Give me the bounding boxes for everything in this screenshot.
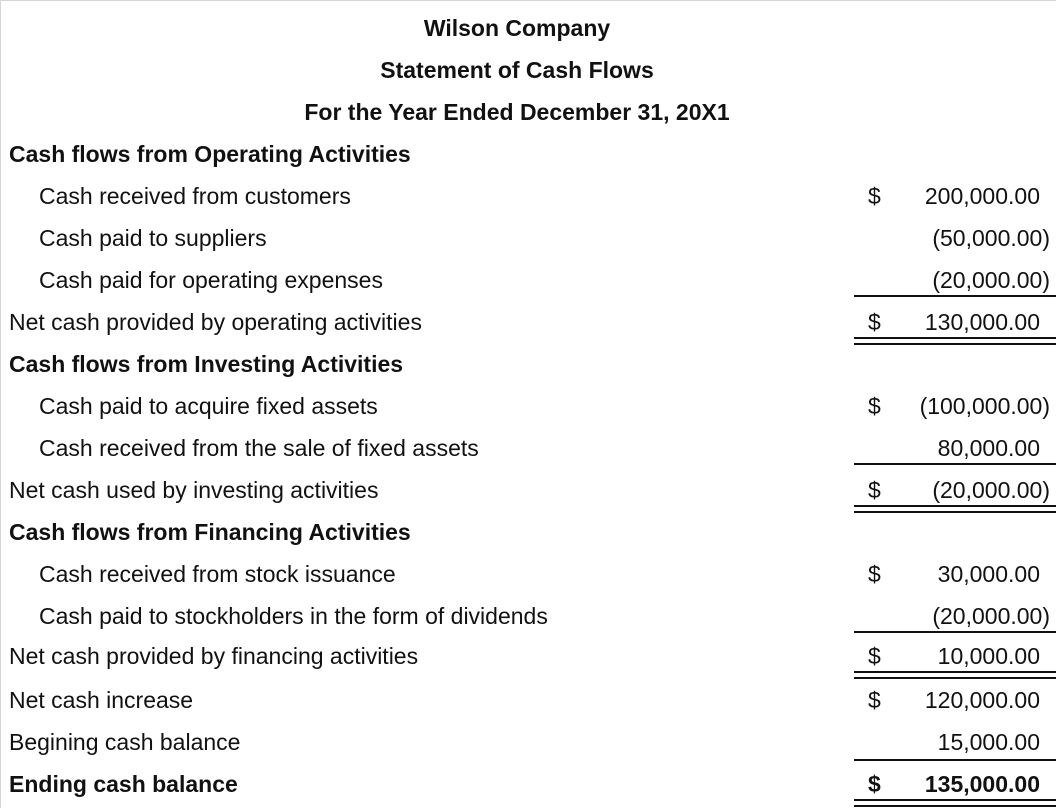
dollar-sign: $: [868, 309, 881, 335]
operating-row-1: Cash received from customers $ 200,000.0…: [1, 175, 1057, 217]
financing-net-label: Net cash provided by financing activitie…: [9, 643, 419, 669]
net-increase-value: 120,000.00: [924, 687, 1040, 713]
row-label: Cash received from stock issuance: [39, 561, 396, 587]
statement-title: Statement of Cash Flows: [380, 57, 654, 83]
ending-balance-row: Ending cash balance $ 135,000.00: [1, 763, 1057, 805]
investing-net-row: Net cash used by investing activities $ …: [1, 469, 1057, 511]
financing-row-2: Cash paid to stockholders in the form of…: [1, 595, 1057, 637]
amount-cell: 80,000.00: [854, 427, 1056, 469]
investing-heading: Cash flows from Investing Activities: [9, 351, 404, 377]
beginning-balance-value: 15,000.00: [937, 729, 1040, 755]
financing-heading: Cash flows from Financing Activities: [9, 519, 411, 545]
operating-heading: Cash flows from Operating Activities: [9, 141, 411, 167]
amount-cell: $ 120,000.00: [854, 679, 1056, 721]
amount-cell: $ 130,000.00: [854, 301, 1056, 343]
subtotal-rule: [854, 631, 1056, 633]
financing-row-1: Cash received from stock issuance $ 30,0…: [1, 553, 1057, 595]
amount-cell: 15,000.00: [854, 721, 1056, 763]
ending-balance-value: 135,000.00: [924, 771, 1040, 797]
beginning-balance-row: Begining cash balance 15,000.00: [1, 721, 1057, 763]
dollar-sign: $: [868, 771, 881, 797]
operating-net-row: Net cash provided by operating activitie…: [1, 301, 1057, 343]
operating-net-value: 130,000.00: [924, 309, 1040, 335]
financing-net-row: Net cash provided by financing activitie…: [1, 635, 1057, 677]
dollar-sign: $: [868, 393, 881, 419]
amount-cell: (20,000.00): [854, 595, 1056, 637]
financing-net-value: 10,000.00: [937, 643, 1040, 669]
amount-value: 80,000.00: [937, 435, 1040, 461]
operating-heading-row: Cash flows from Operating Activities: [1, 133, 1057, 175]
beginning-balance-label: Begining cash balance: [9, 729, 241, 755]
investing-heading-row: Cash flows from Investing Activities: [1, 343, 1057, 385]
investing-net-value: (20,000.00): [932, 477, 1050, 503]
operating-net-label: Net cash provided by operating activitie…: [9, 309, 422, 335]
row-label: Cash paid to stockholders in the form of…: [39, 603, 548, 629]
amount-cell: $ 10,000.00: [854, 635, 1056, 677]
amount-cell: $ 135,000.00: [854, 763, 1056, 805]
amount-cell: $ 200,000.00: [854, 175, 1056, 217]
amount-value: (20,000.00): [932, 603, 1050, 629]
amount-value: 200,000.00: [924, 183, 1040, 209]
subtotal-rule: [854, 295, 1056, 297]
dollar-sign: $: [868, 477, 881, 503]
dollar-sign: $: [868, 687, 881, 713]
dollar-sign: $: [868, 561, 881, 587]
amount-cell: (50,000.00): [854, 217, 1056, 259]
subtotal-rule: [854, 759, 1056, 761]
dollar-sign: $: [868, 643, 881, 669]
dollar-sign: $: [868, 183, 881, 209]
amount-cell: $ (100,000.00): [854, 385, 1056, 427]
total-double-rule: [854, 799, 1056, 807]
amount-cell: $ (20,000.00): [854, 469, 1056, 511]
amount-value: (50,000.00): [932, 225, 1050, 251]
row-label: Cash paid to suppliers: [39, 225, 267, 251]
row-label: Cash received from the sale of fixed ass…: [39, 435, 479, 461]
amount-cell: $ 30,000.00: [854, 553, 1056, 595]
operating-row-3: Cash paid for operating expenses (20,000…: [1, 259, 1057, 301]
amount-value: (100,000.00): [919, 393, 1050, 419]
row-label: Cash paid for operating expenses: [39, 267, 383, 293]
operating-row-2: Cash paid to suppliers (50,000.00): [1, 217, 1057, 259]
net-increase-label: Net cash increase: [9, 687, 194, 713]
total-double-rule: [854, 671, 1056, 679]
net-increase-row: Net cash increase $ 120,000.00: [1, 679, 1057, 721]
period-title: For the Year Ended December 31, 20X1: [304, 99, 730, 125]
total-double-rule: [854, 505, 1056, 513]
total-double-rule: [854, 337, 1056, 345]
row-label: Cash received from customers: [39, 183, 351, 209]
ending-balance-label: Ending cash balance: [9, 771, 238, 797]
subtotal-rule: [854, 463, 1056, 465]
investing-row-2: Cash received from the sale of fixed ass…: [1, 427, 1057, 469]
company-name: Wilson Company: [423, 15, 611, 41]
investing-net-label: Net cash used by investing activities: [9, 477, 379, 503]
amount-cell: (20,000.00): [854, 259, 1056, 301]
amount-value: 30,000.00: [937, 561, 1040, 587]
financing-heading-row: Cash flows from Financing Activities: [1, 511, 1057, 553]
row-label: Cash paid to acquire fixed assets: [39, 393, 378, 419]
investing-row-1: Cash paid to acquire fixed assets $ (100…: [1, 385, 1057, 427]
amount-value: (20,000.00): [932, 267, 1050, 293]
